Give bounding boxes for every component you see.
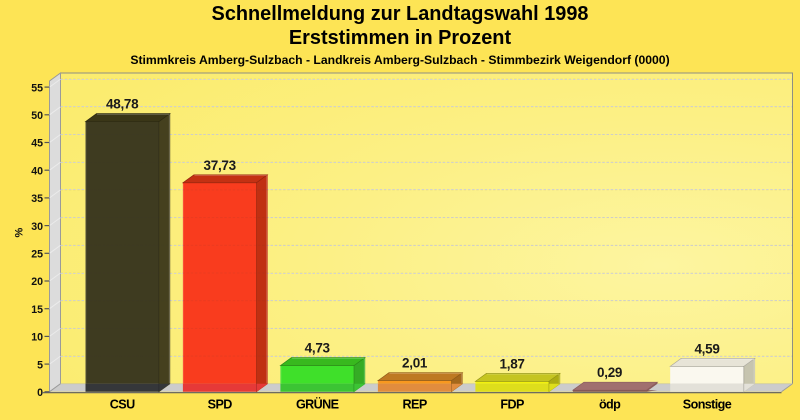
svg-text:45: 45 [31,138,43,150]
svg-text:1,87: 1,87 [500,356,525,371]
svg-text:Sonstige: Sonstige [683,398,732,412]
svg-text:48,78: 48,78 [106,97,139,112]
svg-text:4,59: 4,59 [694,341,719,356]
svg-text:20: 20 [31,276,43,288]
svg-text:35: 35 [31,193,43,205]
svg-text:25: 25 [31,249,43,261]
svg-text:5: 5 [37,359,43,371]
svg-text:%: % [13,227,25,237]
svg-text:0,29: 0,29 [597,365,622,380]
svg-text:GRÜNE: GRÜNE [296,397,339,412]
svg-text:15: 15 [31,304,43,316]
svg-text:REP: REP [403,398,427,412]
svg-text:2,01: 2,01 [402,356,428,371]
svg-text:FDP: FDP [500,398,524,412]
svg-text:37,73: 37,73 [204,158,237,173]
svg-text:0: 0 [37,387,43,399]
svg-text:30: 30 [31,221,43,233]
svg-text:CSU: CSU [110,398,135,412]
svg-text:ödp: ödp [599,398,621,412]
svg-text:10: 10 [31,332,43,344]
svg-text:55: 55 [31,82,43,94]
svg-text:50: 50 [31,110,43,122]
svg-text:SPD: SPD [208,398,233,412]
svg-text:4,73: 4,73 [305,341,331,356]
svg-text:40: 40 [31,165,43,177]
